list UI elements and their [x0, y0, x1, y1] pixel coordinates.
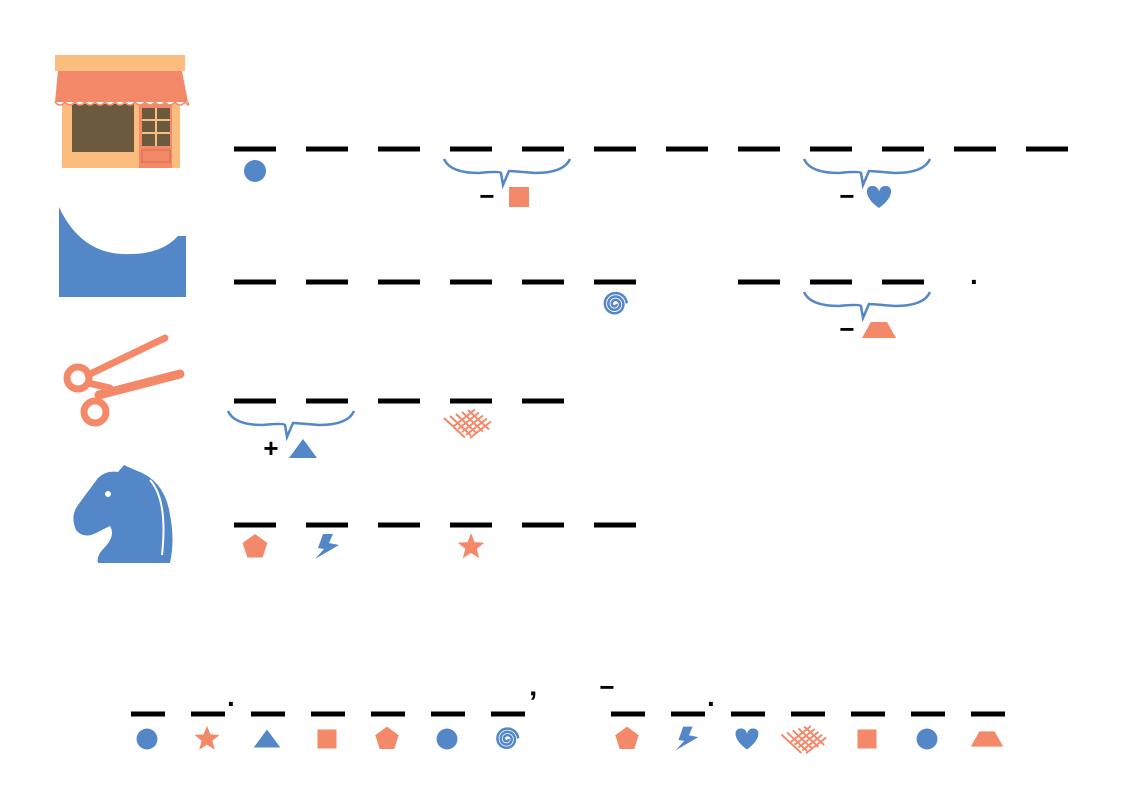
answer-slot	[911, 711, 945, 750]
store-icon	[54, 55, 190, 168]
answer-slot	[431, 711, 465, 750]
answer-slot	[970, 711, 1005, 747]
square-symbol	[317, 729, 337, 749]
answer-punctuation: ’	[529, 686, 537, 719]
answer-slot	[780, 711, 827, 755]
punctuation: .	[970, 259, 978, 290]
star-symbol	[457, 533, 485, 559]
answer-slot	[371, 711, 405, 749]
trapezoid-symbol	[862, 322, 896, 338]
answer-slot: −	[599, 672, 645, 749]
answer-slot: .	[671, 681, 715, 751]
star-symbol	[194, 725, 220, 750]
chess-knight-icon	[73, 465, 173, 563]
circle-symbol	[136, 728, 158, 750]
pentagon-symbol	[242, 534, 268, 558]
operator-sign: −	[839, 314, 854, 344]
answer-line: . ’ −.	[131, 672, 1005, 755]
triangle-symbol	[289, 439, 317, 458]
circle-symbol	[436, 728, 458, 750]
pentagon-symbol	[615, 726, 639, 749]
letter-group-brace	[802, 158, 932, 190]
letter-group-brace	[442, 158, 572, 190]
operator-sign: +	[263, 433, 278, 463]
clue-row-2: −.	[234, 259, 978, 344]
heart-symbol	[866, 185, 892, 208]
circle-symbol	[916, 728, 938, 750]
pentagon-symbol	[375, 726, 399, 749]
letter-group-brace	[802, 291, 932, 323]
clue-row-3: +	[226, 398, 564, 463]
answer-slot: .	[191, 681, 235, 750]
triangle-symbol	[253, 729, 281, 748]
square-symbol	[857, 729, 877, 749]
square-symbol	[509, 187, 529, 207]
spiral-symbol	[603, 291, 629, 315]
answer-punctuation: .	[227, 681, 235, 712]
clue-row-4	[234, 522, 636, 559]
wave-icon	[59, 207, 186, 297]
answer-prefix-mark: −	[599, 672, 614, 702]
heart-symbol	[735, 728, 759, 750]
answer-punctuation: .	[707, 681, 715, 712]
circle-symbol	[244, 160, 266, 182]
spiral-symbol	[496, 727, 520, 750]
crosshatch-symbol	[443, 408, 492, 439]
answer-slot	[251, 711, 285, 748]
operator-sign: −	[479, 181, 494, 211]
clue-row-1: − −	[234, 146, 1068, 211]
lightning-symbol	[315, 534, 339, 559]
picture-rows: − −−.+	[226, 146, 1068, 559]
letter-group-brace	[226, 410, 356, 442]
scissors-icon	[63, 334, 185, 427]
lightning-symbol	[675, 726, 699, 751]
answer-slot	[311, 711, 345, 749]
answer-slot	[731, 711, 765, 750]
answer-slot: ’	[491, 686, 537, 750]
answer-slot	[131, 711, 165, 750]
operator-sign: −	[839, 181, 854, 211]
answer-slot	[851, 711, 885, 749]
trapezoid-symbol	[970, 731, 1004, 747]
crosshatch-symbol	[780, 725, 827, 755]
